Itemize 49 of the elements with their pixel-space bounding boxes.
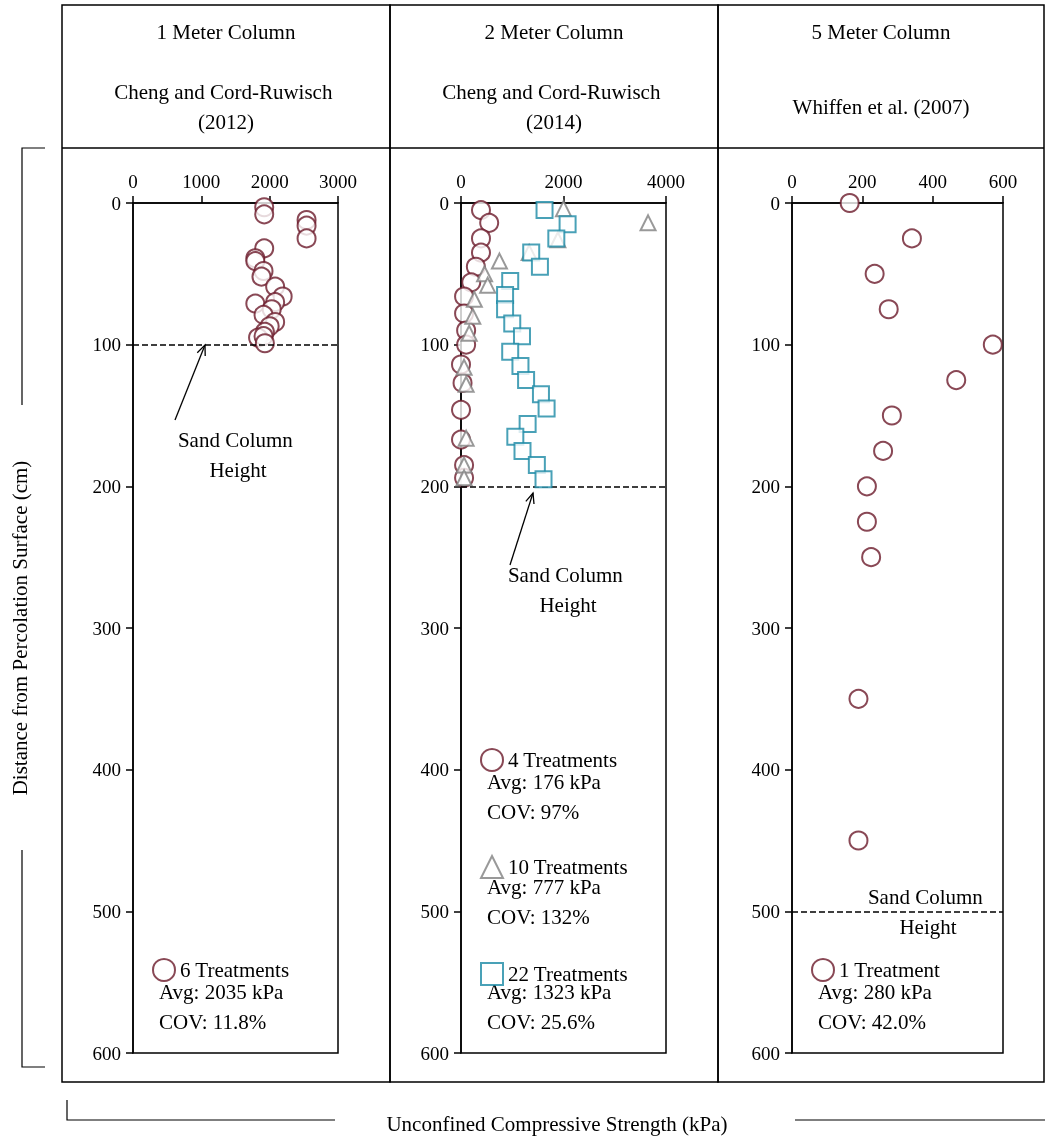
y-tick-label: 600 (751, 1042, 780, 1064)
chart-subtitle: Whiffen et al. (2007) (792, 95, 970, 119)
y-tick-label: 300 (92, 617, 121, 639)
y-tick-label: 500 (92, 900, 121, 922)
y-tick-label: 300 (751, 617, 780, 639)
y-tick-label: 0 (439, 192, 449, 214)
x-tick-label: 3000 (319, 171, 357, 192)
chart-title: 1 Meter Column (156, 20, 296, 44)
y-tick-label: 600 (92, 1042, 121, 1064)
legend-label: 4 Treatments (508, 748, 618, 772)
x-tick-label: 0 (787, 171, 797, 192)
y-tick-label: 400 (751, 759, 780, 781)
ref-line-label: Sand Column Height (507, 563, 629, 617)
x-tick-label: 1000 (182, 171, 221, 192)
y-tick-label: 500 (751, 900, 780, 922)
chart-subtitle: Cheng and Cord-Ruwisch (2014) (442, 80, 666, 134)
y-tick-label: 600 (420, 1042, 449, 1064)
x-tick-label: 400 (918, 171, 947, 192)
x-tick-label: 2000 (250, 171, 289, 192)
chart-title: 2 Meter Column (484, 20, 624, 44)
y-tick-label: 0 (770, 192, 780, 214)
ref-line-label: Sand Column Height (177, 428, 299, 482)
y-tick-label: 200 (751, 475, 780, 497)
y-tick-label: 100 (420, 334, 449, 356)
y-tick-label: 500 (420, 900, 449, 922)
y-tick-label: 400 (92, 759, 121, 781)
x-tick-label: 200 (848, 171, 877, 192)
annotation: Avg: 2035 kPa COV: 11.8% (159, 980, 285, 1034)
y-tick-label: 100 (92, 334, 121, 356)
x-tick-label: 4000 (647, 171, 685, 192)
legend-label: 6 Treatments (180, 958, 290, 982)
x-tick-label: 2000 (544, 171, 583, 192)
annotation: Avg: 176 kPa COV: 97% (487, 770, 602, 824)
y-tick-label: 200 (92, 475, 121, 497)
ref-line-label: Sand Column Height (867, 885, 989, 939)
y-tick-label: 200 (420, 475, 449, 497)
y-tick-label: 400 (420, 759, 449, 781)
x-tick-label: 0 (456, 171, 466, 192)
y-tick-label: 100 (751, 334, 780, 356)
x-axis-title: Unconfined Compressive Strength (kPa) (386, 1112, 728, 1136)
y-tick-label: 0 (111, 192, 121, 214)
x-tick-label: 600 (988, 171, 1018, 192)
annotation: Avg: 280 kPa COV: 42.0% (818, 980, 933, 1034)
chart-title: 5 Meter Column (811, 20, 951, 44)
chart-subtitle: Cheng and Cord-Ruwisch (2012) (114, 80, 338, 134)
x-tick-label: 0 (128, 171, 138, 192)
legend-label: 1 Treatment (839, 958, 941, 982)
y-tick-label: 300 (420, 617, 449, 639)
y-axis-title: Distance from Percolation Surface (cm) (8, 460, 32, 796)
